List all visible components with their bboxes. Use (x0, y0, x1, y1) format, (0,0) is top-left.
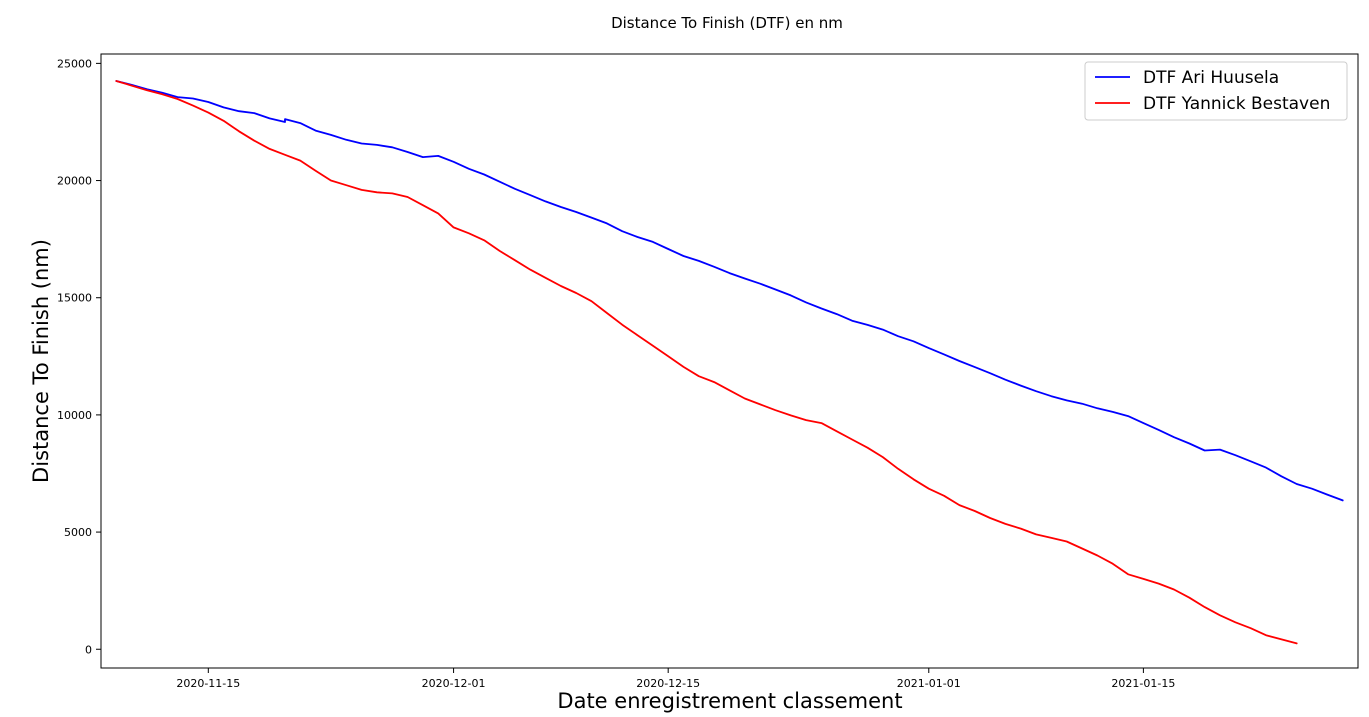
legend-label-ari-huusela: DTF Ari Huusela (1143, 68, 1279, 88)
x-tick-label: 2020-11-15 (176, 677, 240, 690)
x-axis-label: Date enregistrement classement (557, 689, 902, 713)
y-tick-label: 25000 (57, 57, 92, 70)
x-tick-label: 2020-12-01 (422, 677, 486, 690)
x-tick-label: 2021-01-01 (897, 677, 961, 690)
y-axis-label: Distance To Finish (nm) (29, 239, 53, 483)
series-line-dtf-ari-huusela (115, 80, 1344, 502)
legend-label-yannick-bestaven: DTF Yannick Bestaven (1143, 94, 1330, 114)
legend: DTF Ari Huusela DTF Yannick Bestaven (1084, 61, 1348, 121)
y-tick-label: 20000 (57, 175, 92, 188)
y-tick-label: 5000 (64, 526, 92, 539)
y-tick-label: 15000 (57, 292, 92, 305)
series-line-dtf-yannick-bestaven (115, 80, 1298, 645)
x-axis: 2020-11-15 2020-12-01 2020-12-15 2021-01-01… (176, 668, 1175, 690)
y-tick-label: 0 (85, 643, 92, 656)
chart-title: Distance To Finish (DTF) en nm (611, 14, 843, 32)
y-tick-label: 10000 (57, 409, 92, 422)
legend-box (1084, 61, 1348, 121)
y-axis: 0 5000 10000 15000 20000 25000 (57, 57, 101, 656)
series-group (115, 80, 1344, 645)
plot-area (100, 53, 1359, 669)
x-tick-label: 2021-01-15 (1111, 677, 1175, 690)
x-tick-label: 2020-12-15 (636, 677, 700, 690)
